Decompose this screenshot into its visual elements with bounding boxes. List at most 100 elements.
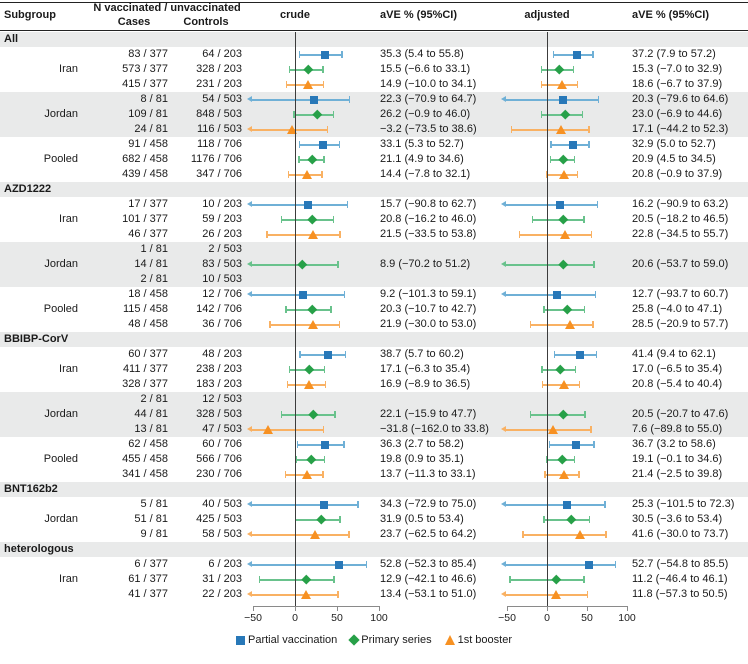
- ci-cap-right: [578, 471, 580, 478]
- ci-cap-right: [341, 51, 343, 58]
- axis-tick-label: 100: [370, 612, 388, 624]
- section-label: heterologous: [4, 543, 74, 555]
- controls-value: 64 / 203: [202, 48, 242, 60]
- col-header-cases: Cases: [117, 16, 151, 28]
- data-row: 328 / 377 183 / 203 16.9 (−8.9 to 36.5) 20.…: [0, 377, 748, 392]
- adjusted-ci-text: 32.9 (5.0 to 52.7): [632, 138, 716, 150]
- cases-value: 83 / 377: [128, 48, 168, 60]
- subgroup-label: Iran: [59, 573, 78, 585]
- controls-value: 142 / 706: [196, 303, 242, 315]
- adjusted-ci-text: 19.1 (−0.1 to 34.6): [632, 453, 723, 465]
- triangle-marker-icon: [304, 380, 315, 389]
- adjusted-ci-text: 41.4 (9.4 to 62.1): [632, 348, 716, 360]
- square-marker-icon: [318, 140, 327, 149]
- subgroup-label: [0, 227, 100, 242]
- ci-cap-right: [326, 126, 329, 133]
- col-header-crude-ci: aVE % (95%CI): [380, 9, 458, 21]
- adjusted-ci-text: [632, 392, 748, 407]
- controls-value: 48 / 203: [202, 348, 242, 360]
- cases-value: 51 / 81: [134, 513, 168, 525]
- ci-whisker: [259, 578, 335, 581]
- cases-value: 455 / 458: [122, 453, 168, 465]
- cases-value: 682 / 458: [122, 153, 168, 165]
- subgroup-label: [0, 122, 100, 137]
- ci-cap-left: [295, 456, 297, 463]
- square-marker-icon: [555, 200, 564, 209]
- adjusted-plot-cell: [502, 467, 632, 482]
- ci-cap-left: [518, 231, 521, 238]
- ci-cap-right: [584, 411, 586, 418]
- section-label: AZD1222: [4, 183, 52, 195]
- ci-cap-left: [529, 321, 532, 328]
- ci-whisker: [554, 353, 597, 356]
- crude-ci-text: 13.7 (−11.3 to 33.1): [380, 468, 476, 480]
- diamond-marker-icon: [559, 154, 569, 164]
- ci-cap-right: [572, 66, 575, 73]
- data-row: 41 / 377 22 / 203 13.4 (−53.1 to 51.0) 11.8…: [0, 587, 748, 602]
- crude-plot-cell: [244, 362, 380, 377]
- ci-cap-left: [285, 81, 288, 88]
- ci-cap-left: [531, 216, 534, 223]
- ci-cap-left: [543, 306, 545, 313]
- crude-plot-cell: [244, 122, 380, 137]
- ci-cap-right: [583, 576, 585, 583]
- ci-cap-left: [285, 306, 287, 313]
- crude-ci-text: 15.5 (−6.6 to 33.1): [380, 63, 471, 75]
- diamond-marker-icon: [551, 574, 561, 584]
- adjusted-ci-text: 7.6 (−89.8 to 55.0): [632, 423, 723, 435]
- axis-tick: [586, 606, 588, 611]
- crude-ci-text: 52.8 (−52.3 to 85.4): [380, 558, 477, 570]
- adjusted-plot-cell: [502, 392, 632, 407]
- adjusted-ci-text: [632, 242, 748, 257]
- cases-value: 13 / 81: [134, 423, 168, 435]
- cases-value: 62 / 458: [128, 438, 168, 450]
- controls-value: 118 / 706: [196, 138, 242, 150]
- adjusted-ci-text: 20.5 (−18.2 to 46.5): [632, 213, 729, 225]
- diamond-marker-icon: [303, 64, 313, 74]
- triangle-marker-icon: [263, 425, 274, 434]
- adjusted-ci-text: 20.8 (−0.9 to 37.9): [632, 168, 723, 180]
- legend-item-partial: Partial vaccination: [236, 634, 337, 646]
- crude-ci-text: 36.3 (2.7 to 58.2): [380, 438, 464, 450]
- controls-value: 425 / 503: [196, 513, 242, 525]
- adjusted-ci-text: 18.6 (−6.7 to 37.9): [632, 78, 723, 90]
- ci-cap-left: [540, 81, 543, 88]
- data-row: 24 / 81 116 / 503 −3.2 (−73.5 to 38.6) 17.1…: [0, 122, 748, 137]
- zero-line-crude: [294, 32, 296, 607]
- adjusted-ci-text: 12.7 (−93.7 to 60.7): [632, 288, 729, 300]
- ci-arrow-left-icon: [246, 531, 252, 538]
- ci-cap-right: [323, 456, 326, 463]
- adjusted-ci-text: 36.7 (3.2 to 58.6): [632, 438, 716, 450]
- ci-cap-right: [337, 261, 339, 268]
- axis-tick-label: 100: [618, 612, 636, 624]
- crude-plot-cell: [244, 527, 380, 542]
- controls-value: 238 / 203: [196, 363, 242, 375]
- ci-whisker: [519, 233, 592, 236]
- adjusted-ci-text: 28.5 (−20.9 to 57.7): [632, 318, 729, 330]
- adjusted-plot-cell: [500, 422, 632, 437]
- data-row: 18 / 458 12 / 706 9.2 (−101.3 to 59.1) 12.7…: [0, 287, 748, 302]
- subgroup-label: Jordan: [44, 258, 78, 270]
- square-marker-icon: [304, 200, 313, 209]
- controls-value: 183 / 203: [196, 378, 242, 390]
- crude-plot-cell: [244, 512, 380, 527]
- adjusted-plot-cell: [502, 572, 632, 587]
- legend-item-primary: Primary series: [348, 634, 432, 646]
- square-marker-icon: [320, 50, 329, 59]
- triangle-marker-icon: [302, 80, 313, 89]
- adjusted-ci-text: 30.5 (−3.6 to 53.4): [632, 513, 723, 525]
- axis-tick: [506, 606, 508, 611]
- ci-cap-left: [543, 516, 545, 523]
- adjusted-ci-text: 20.3 (−79.6 to 64.6): [632, 93, 729, 105]
- controls-value: 1176 / 706: [190, 153, 242, 165]
- section-row: All: [0, 32, 748, 47]
- ci-cap-left: [298, 51, 301, 58]
- triangle-marker-icon: [308, 230, 319, 239]
- diamond-marker-icon: [312, 109, 322, 119]
- ci-cap-right: [343, 441, 345, 448]
- adjusted-ci-text: [632, 272, 748, 287]
- ci-cap-left: [298, 156, 300, 163]
- ci-cap-left: [293, 111, 295, 118]
- adjusted-plot-cell: [502, 62, 632, 77]
- ci-cap-left: [541, 381, 544, 388]
